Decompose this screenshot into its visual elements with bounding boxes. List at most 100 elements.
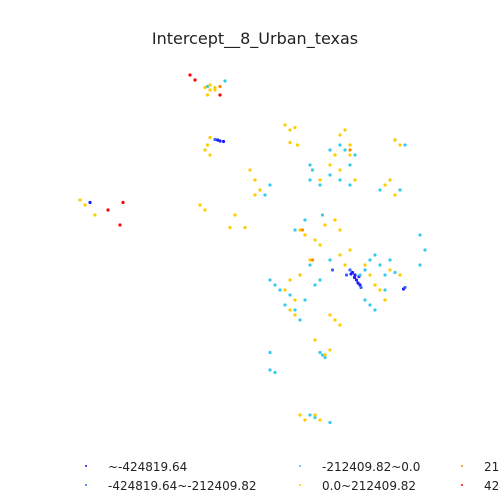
point-3-31	[78, 198, 82, 202]
point-2-36	[383, 288, 387, 292]
point-3-23	[398, 143, 402, 147]
point-3-11	[288, 140, 292, 145]
point-3-56	[373, 283, 377, 287]
legend-label-0: ~-424819.64	[108, 460, 187, 474]
point-3-57	[378, 288, 382, 292]
point-3-43	[323, 223, 327, 227]
point-2-17	[263, 193, 267, 197]
legend-label-3: 0.0~212409.82	[322, 479, 416, 493]
point-1-2	[359, 285, 363, 290]
point-2-58	[338, 143, 342, 147]
point-3-27	[248, 168, 252, 172]
point-3-45	[338, 228, 342, 232]
point-3-13	[338, 133, 342, 137]
point-3-73	[208, 83, 212, 87]
point-3-37	[228, 225, 232, 230]
series-5	[106, 73, 222, 227]
point-3-52	[343, 263, 347, 267]
point-2-8	[343, 148, 347, 152]
point-0-2	[221, 139, 226, 144]
point-2-59	[348, 163, 352, 167]
point-3-44	[333, 218, 337, 222]
point-3-26	[393, 193, 397, 197]
legend-label-2: -212409.82~0.0	[322, 460, 420, 474]
point-3-58	[383, 298, 387, 302]
point-2-26	[293, 308, 297, 312]
point-3-20	[353, 178, 357, 182]
point-4-2	[310, 258, 315, 262]
point-2-50	[320, 353, 325, 357]
point-2-12	[398, 188, 402, 192]
point-3-66	[298, 413, 302, 417]
point-5-3	[121, 200, 125, 205]
point-0-10	[349, 272, 353, 276]
legend-marker-4	[461, 465, 463, 467]
point-1-1	[344, 273, 349, 277]
point-3-36	[233, 213, 237, 217]
point-3-35	[203, 208, 207, 212]
point-2-5	[328, 173, 332, 177]
series-3	[78, 83, 402, 422]
point-3-8	[283, 123, 287, 127]
point-1-0	[348, 268, 352, 272]
point-2-16	[268, 183, 272, 187]
point-3-24	[388, 178, 392, 182]
point-3-51	[338, 253, 342, 257]
point-3-71	[328, 348, 332, 352]
point-3-33	[93, 213, 97, 217]
point-2-2	[308, 178, 312, 182]
point-0-7	[352, 275, 357, 280]
point-2-55	[293, 228, 297, 232]
point-3-9	[288, 128, 292, 132]
point-4-0	[218, 84, 222, 89]
point-0-4	[354, 278, 359, 282]
point-4-3	[348, 148, 352, 152]
series-1	[213, 137, 407, 290]
point-2-52	[308, 413, 312, 417]
point-4-1	[300, 228, 305, 232]
point-1-5	[330, 268, 335, 272]
point-0-3	[353, 273, 357, 277]
point-3-65	[338, 323, 342, 327]
point-2-40	[418, 233, 422, 237]
point-2-49	[318, 350, 322, 355]
point-2-57	[320, 213, 325, 217]
point-2-6	[338, 178, 342, 182]
series-2	[205, 79, 427, 425]
legend: ~-424819.64 -424819.64~-212409.82 -212409.…	[85, 460, 500, 493]
point-3-22	[393, 138, 397, 142]
point-2-47	[268, 368, 272, 372]
point-2-44	[278, 288, 282, 292]
point-3-69	[318, 418, 322, 422]
point-2-1	[205, 84, 210, 89]
point-3-14	[343, 128, 347, 132]
point-3-12	[295, 143, 300, 147]
point-3-1	[208, 88, 212, 92]
point-3-54	[363, 263, 367, 267]
point-2-39	[373, 308, 377, 312]
point-3-46	[308, 258, 312, 262]
point-3-41	[313, 238, 317, 242]
point-2-46	[268, 350, 272, 355]
point-2-43	[273, 283, 277, 287]
point-1-4	[403, 285, 407, 290]
point-3-50	[293, 298, 297, 302]
series-4	[218, 84, 352, 262]
point-2-7	[348, 183, 352, 187]
point-2-24	[288, 293, 292, 297]
point-2-28	[358, 273, 362, 277]
point-3-5	[205, 143, 210, 147]
point-0-12	[88, 200, 92, 205]
point-3-62	[293, 313, 297, 317]
legend-marker-5	[461, 484, 463, 486]
point-3-64	[333, 318, 337, 322]
point-2-10	[378, 188, 382, 192]
legend-label-4: 212409.82~424819.64	[484, 460, 500, 474]
point-3-25	[383, 183, 387, 187]
point-2-56	[303, 218, 307, 222]
point-3-32	[83, 203, 87, 207]
point-3-17	[338, 168, 342, 172]
point-3-47	[298, 273, 302, 277]
legend-marker-3	[299, 484, 301, 486]
legend-marker-2	[299, 465, 301, 467]
